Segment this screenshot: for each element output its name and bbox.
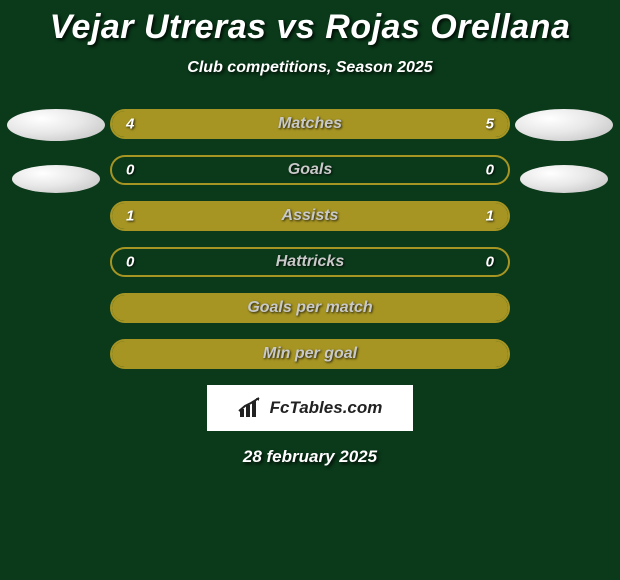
date-text: 28 february 2025 (0, 447, 620, 467)
stat-row: Goals0 0 (110, 155, 510, 185)
subtitle: Club competitions, Season 2025 (0, 59, 620, 77)
stat-label: Min per goal (112, 345, 508, 363)
stat-row: Hattricks0 0 (110, 247, 510, 277)
page-title: Vejar Utreras vs Rojas Orellana (0, 8, 620, 47)
stat-right-value: 1 (486, 208, 494, 225)
stat-left-value: 1 (126, 208, 134, 225)
stat-row: Assists1 1 (110, 201, 510, 231)
stat-row: Min per goal (110, 339, 510, 369)
stat-row: Matches4 5 (110, 109, 510, 139)
chart-icon (238, 397, 264, 419)
stat-left-value: 4 (126, 116, 134, 133)
stats-rows: Matches45Goals00Assists11Hattricks00Goal… (110, 109, 510, 369)
player-avatar-placeholder (515, 109, 613, 141)
stat-label: Hattricks (112, 253, 508, 271)
stat-label: Assists (112, 207, 508, 225)
stat-label: Goals (112, 161, 508, 179)
stat-label: Matches (112, 115, 508, 133)
stat-right-value: 5 (486, 116, 494, 133)
stats-area: Matches45Goals00Assists11Hattricks00Goal… (0, 109, 620, 369)
stat-right-value: 0 (486, 162, 494, 179)
stat-left-value: 0 (126, 254, 134, 271)
team-logo-placeholder (520, 165, 608, 193)
stat-label: Goals per match (112, 299, 508, 317)
stat-right-value: 0 (486, 254, 494, 271)
stat-row: Goals per match (110, 293, 510, 323)
stat-left-value: 0 (126, 162, 134, 179)
fctables-logo[interactable]: FcTables.com (207, 385, 413, 431)
left-avatar-column (6, 109, 106, 193)
player-avatar-placeholder (7, 109, 105, 141)
logo-text: FcTables.com (270, 398, 383, 418)
comparison-card: Vejar Utreras vs Rojas Orellana Club com… (0, 0, 620, 467)
team-logo-placeholder (12, 165, 100, 193)
right-avatar-column (514, 109, 614, 193)
